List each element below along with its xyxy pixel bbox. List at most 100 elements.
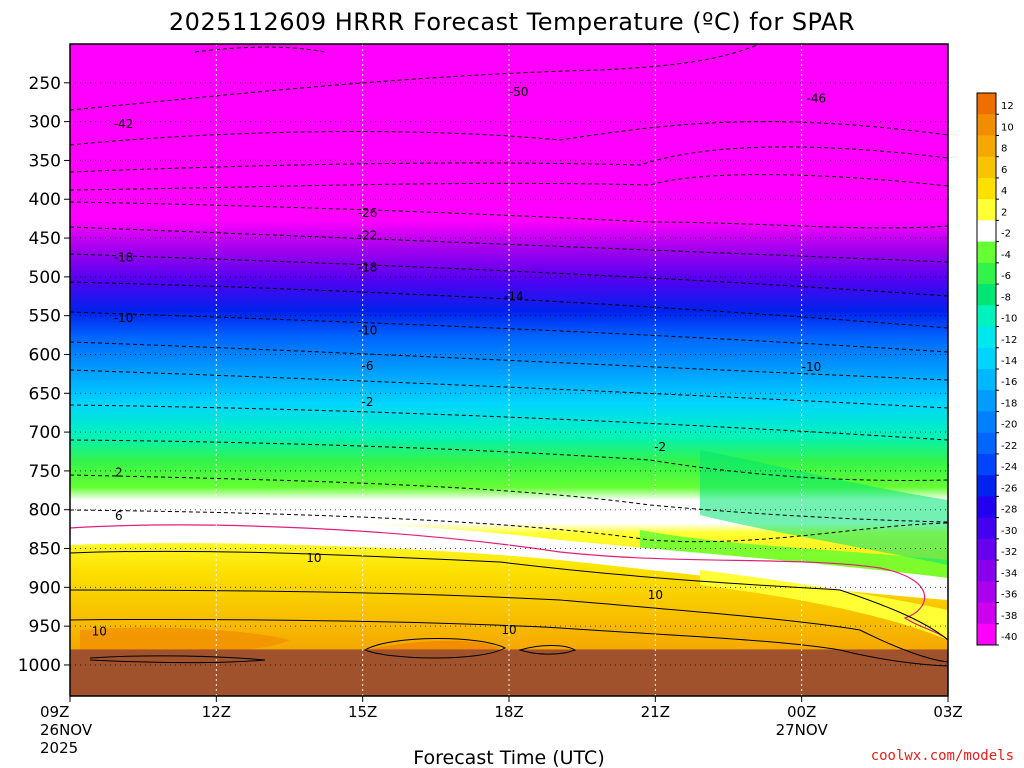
isotherm-10-main (70, 618, 948, 667)
isotherm-10-small (518, 645, 577, 655)
contour-label: -10 (358, 323, 378, 337)
isotherm-10-left (89, 655, 266, 664)
isotherm-6 (70, 474, 948, 523)
y-tick-label: 600 (29, 345, 61, 365)
grid-lines (70, 44, 948, 696)
colorbar-swatch (977, 560, 996, 582)
x-tick-label: 12Z (202, 703, 231, 721)
isotherm-2-pos (70, 550, 948, 641)
y-tick-label: 450 (29, 229, 61, 249)
colorbar-label: 12 (1001, 101, 1014, 112)
isotherm-14 (70, 404, 948, 441)
isotherm-42 (70, 201, 948, 229)
colorbar-label: -32 (1001, 547, 1017, 558)
y-tick-label: 950 (29, 617, 61, 637)
y-tick-label: 250 (29, 74, 61, 94)
x-tick-label: 03Z (933, 703, 962, 721)
positive-isotherms (70, 550, 948, 667)
y-tick-label: 900 (29, 578, 61, 598)
colorbar-label: -34 (1001, 568, 1017, 579)
colorbar-swatch (977, 347, 996, 370)
contour-label: -10 (114, 311, 134, 325)
negative-isotherms (70, 44, 948, 543)
contour-label: 10 (648, 588, 663, 602)
colorbar-label: 10 (1001, 122, 1014, 133)
colorbar-swatch (977, 496, 996, 519)
colorbar-swatch (977, 623, 996, 646)
x-tick-label: 00Z (787, 703, 816, 721)
colorbar-swatch (977, 326, 996, 349)
isotherm-50 (70, 121, 948, 146)
y-tick-label: 700 (29, 423, 61, 443)
x-axis-label: Forecast Time (UTC) (413, 747, 604, 768)
colorbar-label: -14 (1001, 356, 1017, 367)
colorbar-label: -8 (1001, 292, 1011, 303)
contour-label: -2 (654, 440, 666, 454)
colorbar-swatch (977, 156, 996, 179)
colorbar: 12 10 8 6 4 2 -2 -4 -6 -8 -10 -12 -14 -16 -18 -20 -22 -24… (976, 92, 1017, 646)
contour-label: -2 (362, 395, 374, 409)
contour-label: 10 (501, 623, 516, 637)
colorbar-swatch (977, 369, 996, 391)
y-tick-label: 300 (29, 113, 61, 133)
x-tick-label: 15Z (348, 703, 377, 721)
isotherm-upper-3 (70, 174, 948, 191)
colorbar-label: 6 (1001, 165, 1007, 176)
contour-label: -46 (806, 91, 826, 105)
y-tick-label: 550 (29, 307, 61, 327)
colorbar-swatch (977, 199, 996, 221)
colorbar-label: 4 (1001, 186, 1007, 197)
isotherm-10-pocket (363, 638, 507, 659)
colorbar-label: -4 (1001, 250, 1011, 261)
colorbar-swatch (977, 114, 996, 136)
colorbar-swatch (977, 411, 996, 434)
colorbar-swatch (977, 602, 996, 625)
colorbar-swatch (977, 305, 996, 328)
contour-label: -26 (358, 206, 378, 220)
freezing-level-line (70, 524, 948, 641)
colorbar-label: -36 (1001, 590, 1017, 601)
isotherm-18 (70, 369, 948, 409)
colorbar-swatch (977, 538, 996, 561)
isotherm-upper-1 (194, 46, 326, 53)
white-band (70, 520, 948, 600)
contour-labels: -50 -46-42-26-22-18-18-14-10-10-6-2-10-22… (92, 85, 826, 638)
isotherm-upper-2 (70, 44, 761, 111)
y-tick-label: 800 (29, 501, 61, 521)
isotherm-46 (70, 146, 948, 173)
colorbar-label: -22 (1001, 441, 1017, 452)
isotherm-30 (70, 281, 948, 329)
colorbar-label: -12 (1001, 335, 1017, 346)
colorbar-label: 8 (1001, 144, 1007, 155)
colorbar-swatch (977, 220, 996, 243)
isotherm-38 (70, 226, 948, 263)
colorbar-label: -10 (1001, 314, 1017, 325)
colorbar-label: -24 (1001, 462, 1017, 473)
colorbar-label: -30 (1001, 526, 1017, 537)
colorbar-swatch (977, 453, 996, 476)
colorbar-swatch (977, 135, 996, 158)
y-tick-label: 400 (29, 190, 61, 210)
colorbar-label: -2 (1001, 229, 1011, 240)
credit-text[interactable]: coolwx.com/models (871, 748, 1014, 764)
plot-area: -50 -46-42-26-22-18-18-14-10-10-6-2-10-22… (70, 44, 948, 696)
y-tick-label: 750 (29, 462, 61, 482)
colorbar-swatch (977, 241, 996, 264)
colorbar-label: -40 (1001, 632, 1017, 643)
colorbar-label: -38 (1001, 611, 1017, 622)
colorbar-swatch (977, 262, 996, 285)
colorbar-label: -16 (1001, 377, 1017, 388)
y-axis: 250 300 350 400 450 500 550 600 650 700 750 800 850 9… (18, 74, 70, 676)
colorbar-label: -6 (1001, 271, 1011, 282)
contour-label: -10 (802, 360, 822, 374)
contour-label: -22 (358, 229, 378, 243)
isotherm-22 (70, 341, 948, 381)
colorbar-label: -28 (1001, 505, 1017, 516)
colorbar-label: -20 (1001, 420, 1017, 431)
x-tick-sublabel: 2025 (40, 739, 78, 757)
contour-label: 10 (306, 551, 321, 565)
colorbar-swatch (977, 517, 996, 540)
isotherm-34 (70, 253, 948, 297)
contour-label: 2 (115, 465, 123, 479)
